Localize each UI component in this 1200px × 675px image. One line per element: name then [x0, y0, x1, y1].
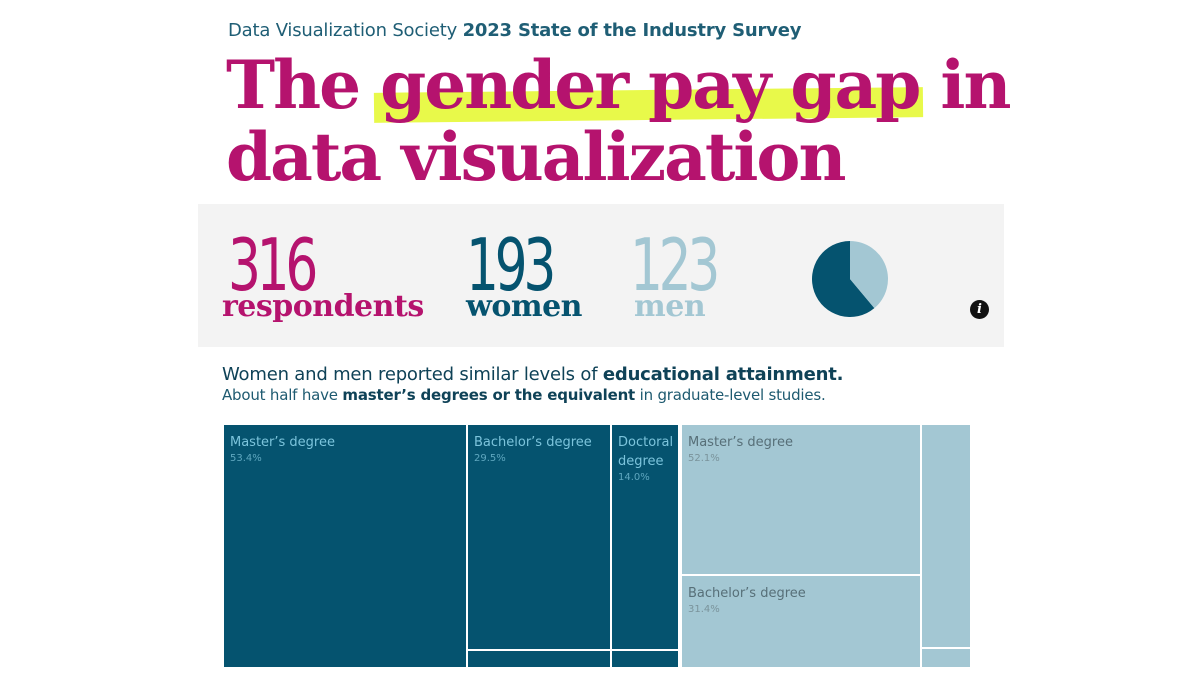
- education-note: About half have master’s degrees or the …: [222, 386, 826, 404]
- tile-label: Bachelor’s degree: [688, 586, 806, 601]
- info-icon[interactable]: i: [970, 300, 989, 319]
- treemap-tile[interactable]: [922, 649, 970, 667]
- education-subtitle: Women and men reported similar levels of…: [222, 364, 844, 385]
- total-count: 316: [228, 223, 318, 307]
- tile-value: 29.5%: [474, 453, 506, 464]
- kicker-survey: 2023 State of the Industry Survey: [462, 20, 802, 41]
- treemap-tile[interactable]: Doctoral degree 14.0%: [612, 425, 678, 649]
- treemap-tile[interactable]: Bachelor’s degree 29.5%: [468, 425, 610, 649]
- men-label: men: [634, 289, 706, 324]
- tile-value: 53.4%: [230, 453, 262, 464]
- kicker-org: Data Visualization Society: [228, 20, 458, 41]
- tile-value: 52.1%: [688, 453, 720, 464]
- treemap-tile[interactable]: [468, 651, 610, 667]
- survey-kicker: Data Visualization Society 2023 State of…: [228, 20, 801, 41]
- education-treemap: Master’s degree 53.4% Bachelor’s degree 29.…: [224, 425, 970, 667]
- treemap-tile[interactable]: Master’s degree 52.1%: [682, 425, 920, 574]
- title-part2: in: [940, 46, 1011, 124]
- tile-value: 14.0%: [618, 472, 650, 483]
- men-count: 123: [630, 223, 720, 307]
- tile-label: Master’s degree: [688, 435, 793, 450]
- treemap-tile[interactable]: [922, 425, 970, 647]
- treemap-tile[interactable]: Bachelor’s degree 31.4%: [682, 576, 920, 667]
- tile-value: 31.4%: [688, 604, 720, 615]
- title-highlight: gender pay gap: [380, 46, 921, 124]
- gender-pie-chart: [812, 241, 888, 317]
- tile-label: Master’s degree: [230, 435, 335, 450]
- treemap-tile[interactable]: [612, 651, 678, 667]
- pie-slice-men: [850, 241, 888, 309]
- women-count: 193: [466, 223, 556, 307]
- page-title-line2: data visualization: [226, 118, 846, 196]
- tile-label: Bachelor’s degree: [474, 435, 592, 450]
- treemap-tile[interactable]: Master’s degree 53.4%: [224, 425, 466, 667]
- pie-slice-women: [812, 241, 875, 317]
- total-label: respondents: [222, 289, 424, 324]
- women-label: women: [466, 289, 582, 324]
- subtitle-bold: educational attainment.: [602, 364, 844, 385]
- note-bold: master’s degrees or the equivalent: [342, 386, 636, 404]
- title-part1: The: [226, 46, 361, 124]
- tile-label: Doctoral degree: [618, 435, 674, 469]
- page-title-line1: The gender pay gap in: [226, 46, 1011, 124]
